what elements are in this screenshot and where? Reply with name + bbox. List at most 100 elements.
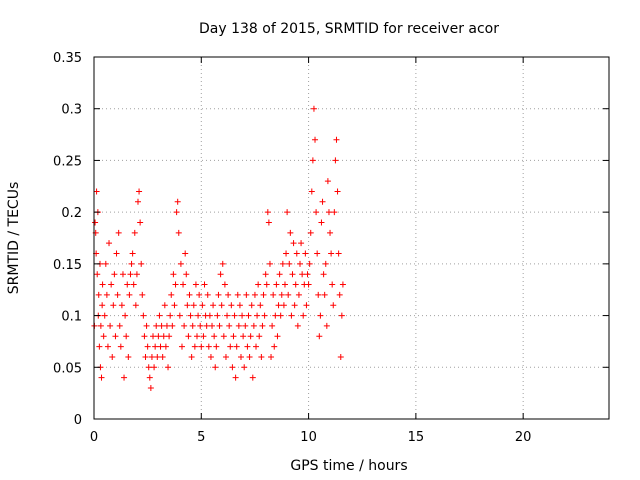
data-point xyxy=(277,312,284,319)
data-point xyxy=(306,260,313,267)
data-point xyxy=(133,271,140,278)
data-point xyxy=(300,312,307,319)
data-point xyxy=(333,136,340,143)
y-axis-label: SRMTID / TECUs xyxy=(6,182,22,295)
data-point xyxy=(240,333,247,340)
data-point xyxy=(268,353,275,360)
data-point xyxy=(206,312,213,319)
data-point xyxy=(269,322,276,329)
data-point xyxy=(150,333,157,340)
data-point xyxy=(127,271,134,278)
data-point xyxy=(246,353,253,360)
data-point xyxy=(330,302,337,309)
data-point xyxy=(314,250,321,257)
data-point xyxy=(199,302,206,309)
data-point xyxy=(103,291,110,298)
data-point xyxy=(221,281,228,288)
data-point xyxy=(293,250,300,257)
data-point xyxy=(194,333,200,340)
data-point xyxy=(299,271,306,278)
data-point xyxy=(151,364,158,371)
data-point xyxy=(276,271,283,278)
data-point xyxy=(253,343,260,350)
data-point xyxy=(94,271,101,278)
data-point xyxy=(118,302,125,309)
data-point xyxy=(190,302,197,309)
data-point xyxy=(147,384,154,391)
data-point xyxy=(175,229,182,236)
data-point xyxy=(289,271,296,278)
data-point xyxy=(220,333,227,340)
y-tick-label: 0.35 xyxy=(53,51,82,66)
data-point xyxy=(233,343,240,350)
data-point xyxy=(272,312,279,319)
data-point xyxy=(251,291,258,298)
data-point xyxy=(297,260,303,267)
data-point xyxy=(319,198,326,205)
y-tick-label: 0.15 xyxy=(53,258,82,273)
data-point xyxy=(115,229,122,236)
data-point xyxy=(318,219,325,226)
data-point xyxy=(218,302,225,309)
data-point xyxy=(227,343,234,350)
data-point xyxy=(303,302,310,309)
data-point xyxy=(144,343,151,350)
data-point xyxy=(141,333,148,340)
data-point xyxy=(198,343,205,350)
x-tick-label: 5 xyxy=(197,430,205,445)
data-point xyxy=(134,198,141,205)
data-point xyxy=(184,302,191,309)
data-point xyxy=(263,281,270,288)
data-point xyxy=(158,322,165,329)
data-point xyxy=(121,374,128,381)
data-point xyxy=(98,374,105,381)
data-point xyxy=(212,364,219,371)
data-point xyxy=(274,333,281,340)
data-point xyxy=(192,281,199,288)
data-point xyxy=(320,271,327,278)
data-point xyxy=(109,353,116,360)
data-point xyxy=(148,353,155,360)
data-point xyxy=(312,136,319,143)
data-point xyxy=(321,291,328,298)
data-point xyxy=(224,312,231,319)
data-point xyxy=(254,312,261,319)
data-point xyxy=(110,302,117,309)
data-point xyxy=(336,291,343,298)
data-point xyxy=(132,302,139,309)
data-point xyxy=(305,281,312,288)
data-point xyxy=(138,260,145,267)
data-point xyxy=(284,209,291,216)
x-tick-label: 15 xyxy=(408,430,425,445)
chart-title: Day 138 of 2015, SRMTID for receiver aco… xyxy=(199,21,499,37)
data-point xyxy=(162,343,169,350)
data-point xyxy=(279,260,286,267)
data-point xyxy=(308,188,315,195)
data-point xyxy=(183,271,190,278)
data-point xyxy=(154,353,161,360)
data-point xyxy=(119,271,126,278)
data-point xyxy=(146,374,153,381)
data-point xyxy=(244,343,251,350)
x-axis-label: GPS time / hours xyxy=(290,458,407,474)
data-point xyxy=(168,291,175,298)
data-point xyxy=(275,302,282,309)
data-point xyxy=(295,291,302,298)
data-point xyxy=(226,322,233,329)
data-point xyxy=(313,209,320,216)
data-point xyxy=(136,188,143,195)
data-point xyxy=(167,312,174,319)
data-point xyxy=(157,343,164,350)
data-point xyxy=(186,291,193,298)
data-point xyxy=(225,291,232,298)
data-point xyxy=(172,281,179,288)
data-point xyxy=(153,322,160,329)
data-point xyxy=(182,250,189,257)
data-point xyxy=(125,353,132,360)
data-point xyxy=(174,198,181,205)
data-point xyxy=(270,291,277,298)
data-point xyxy=(143,322,150,329)
data-point xyxy=(255,281,262,288)
data-point xyxy=(137,219,144,226)
data-point xyxy=(216,322,223,329)
